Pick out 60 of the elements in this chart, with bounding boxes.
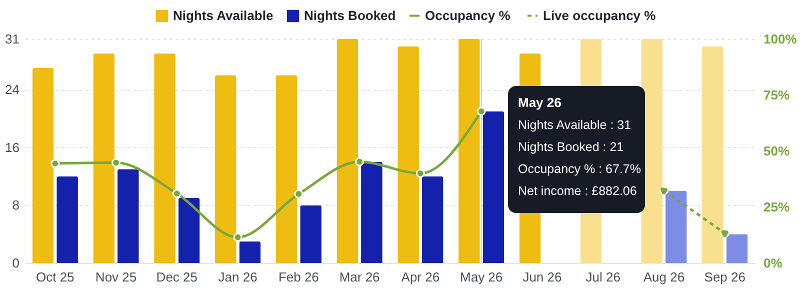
- x-tick-label: Apr 26: [401, 270, 440, 284]
- bar: [482, 111, 504, 263]
- bar: [56, 176, 78, 263]
- x-tick-label: Sep 26: [704, 270, 746, 284]
- y2-tick-label: 0%: [764, 256, 783, 270]
- y-tick-label: 24: [5, 82, 20, 98]
- y-tick-label: 16: [5, 140, 20, 155]
- bar: [702, 46, 724, 263]
- bar: [117, 169, 139, 263]
- point: [720, 228, 730, 238]
- annotation: Nights Available : 31: [518, 118, 632, 132]
- legend-label: Occupancy %: [425, 8, 511, 23]
- annotation: May 26: [518, 95, 562, 110]
- annotation: Nights Booked : 21: [518, 140, 625, 154]
- point: [112, 158, 120, 168]
- x-tick-label: Aug 26: [643, 270, 685, 284]
- point: [355, 157, 364, 166]
- point: [50, 159, 60, 168]
- x-tick-label: Dec 25: [156, 270, 198, 284]
- annotation: Occupancy % : 67.7%: [518, 162, 642, 176]
- bar: [239, 241, 261, 263]
- point: [660, 186, 668, 196]
- bar: [398, 46, 419, 263]
- point: [294, 190, 304, 198]
- point: [416, 168, 425, 178]
- y-tick-label: 0: [12, 256, 20, 270]
- bar: [154, 53, 176, 263]
- legend-label: Nights Available: [173, 8, 274, 23]
- legend-label: Nights Booked: [304, 8, 396, 23]
- x-tick-label: Nov 25: [95, 270, 137, 284]
- x-tick-label: Jan 26: [218, 270, 258, 284]
- x-tick-label: Feb 26: [278, 270, 319, 284]
- point: [476, 106, 486, 116]
- bar: [300, 205, 322, 263]
- bar: [214, 75, 236, 263]
- x-tick-label: Mar 26: [339, 270, 380, 284]
- y2-tick-label: 75%: [764, 88, 790, 102]
- point: [233, 232, 242, 242]
- bar: [361, 162, 382, 263]
- bar: [336, 39, 358, 263]
- x-tick-label: Jul 26: [586, 270, 620, 284]
- bar: [665, 190, 687, 263]
- bar: [32, 68, 54, 263]
- bar: [178, 198, 200, 263]
- y2-tick-label: 100%: [764, 32, 798, 46]
- x-tick-label: May 26: [460, 270, 503, 284]
- point: [172, 189, 182, 198]
- y-tick-label: 31: [5, 32, 20, 46]
- bar: [458, 39, 480, 263]
- x-tick-label: Oct 25: [36, 270, 74, 284]
- y2-tick-label: 25%: [764, 200, 790, 214]
- bar: [726, 234, 748, 263]
- bar: [276, 75, 298, 263]
- x-tick-label: Jun 26: [522, 270, 562, 284]
- annotation: Net income : £882.06: [518, 184, 638, 198]
- y2-tick-label: 50%: [764, 144, 790, 158]
- y-tick-label: 8: [12, 198, 20, 213]
- bar: [93, 53, 115, 263]
- legend-label: Live occupancy %: [543, 8, 656, 23]
- bar: [422, 176, 444, 263]
